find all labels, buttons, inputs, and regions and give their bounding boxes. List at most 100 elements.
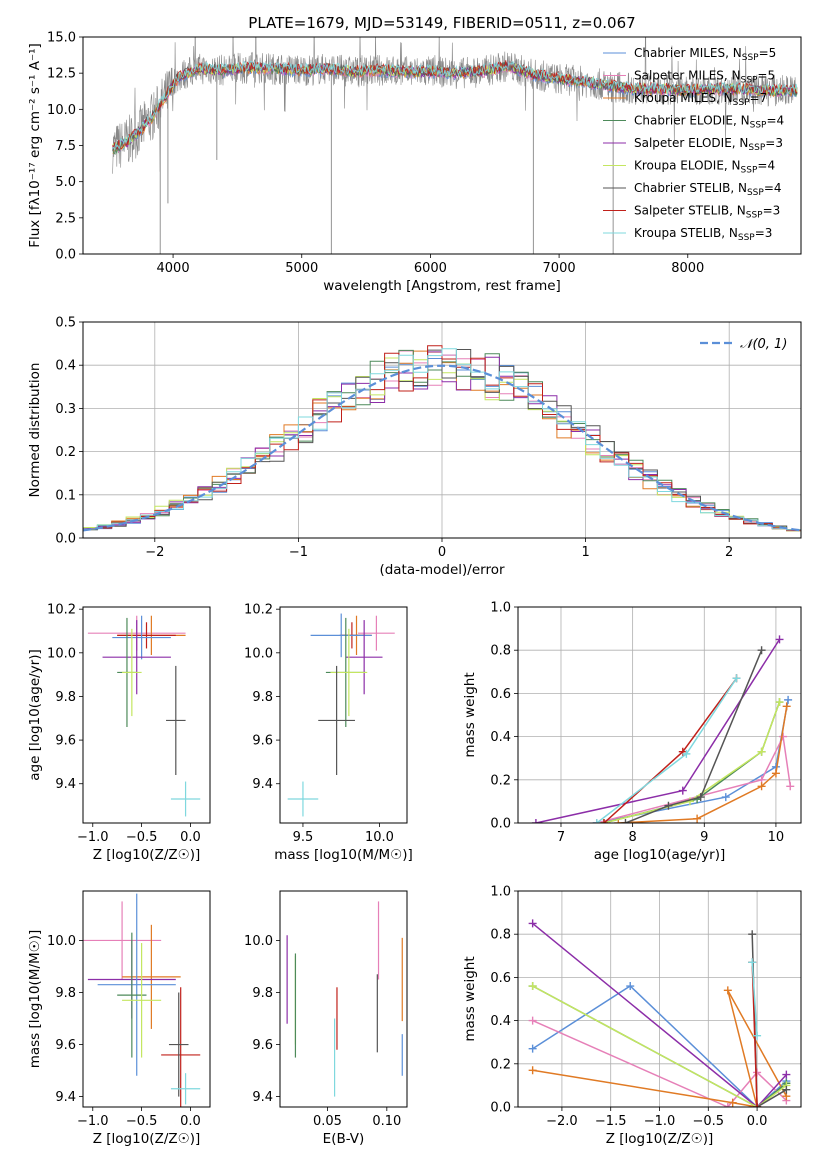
series-marker (528, 919, 537, 928)
y-tick-label: 7.5 (55, 139, 76, 154)
axes-frame (82, 890, 211, 1108)
x-tick-label: −2 (145, 545, 164, 560)
legend-subscript: SSP (741, 76, 758, 86)
x-tick-label: 1 (581, 545, 589, 560)
y-tick-label: 10.0 (244, 934, 273, 949)
x-axis-label: age [log10(age/yr)] (594, 847, 726, 863)
y-tick-label: 0.6 (490, 971, 511, 986)
x-axis-label: (data-model)/error (379, 562, 505, 578)
x-tick-label: 8000 (671, 261, 704, 276)
panel-mass_vs_Z: −1.0 −0.5 0.0 9.4 9.6 9.8 10.0 Z [log10(Z/Z☉)] m… (27, 890, 211, 1147)
y-tick-label: 0.2 (55, 445, 76, 460)
series-marker (753, 1103, 762, 1107)
series-line (596, 677, 738, 823)
legend-subscript: SSP (742, 53, 759, 63)
y-tick-label: 0.0 (55, 248, 76, 263)
x-tick-label: −0.5 (126, 1114, 158, 1129)
x-axis-label: E(B-V) (323, 1131, 365, 1147)
series-marker (784, 695, 793, 704)
plot-area (286, 901, 403, 1097)
x-tick-label: 6000 (414, 261, 447, 276)
errorbar-point (287, 781, 319, 817)
y-tick-label: 0.0 (490, 817, 511, 832)
axes-frame (82, 321, 802, 539)
y-tick-label: 1.0 (490, 885, 511, 900)
y-tick-label: 15.0 (47, 31, 76, 46)
normal-curve (83, 364, 801, 532)
x-tick-label: 2 (725, 545, 733, 560)
series-marker (748, 930, 757, 939)
axes-frame (279, 890, 408, 1108)
series-line (532, 985, 787, 1107)
x-tick-label: −1.0 (644, 1114, 676, 1129)
series-marker (775, 635, 784, 644)
plot-area (83, 345, 801, 534)
y-tick-label: 0.6 (490, 687, 511, 702)
legend-label: Salpeter STELIB, N (634, 204, 746, 218)
x-tick-label: −1.0 (77, 1114, 109, 1129)
y-tick-label: 0.5 (55, 316, 76, 331)
y-tick-label: 9.8 (252, 986, 273, 1001)
series-marker (779, 732, 788, 741)
series-marker (757, 747, 766, 756)
series-marker (753, 1031, 762, 1040)
y-tick-label: 9.8 (252, 690, 273, 705)
legend-subscript: SSP (741, 166, 758, 176)
legend-label: Kroupa STELIB, N (634, 226, 738, 240)
x-tick-label: 0 (438, 545, 446, 560)
series-marker (721, 793, 730, 802)
errorbar-point (166, 665, 186, 775)
series-line (532, 985, 787, 1107)
x-tick-label: −0.5 (126, 830, 158, 845)
y-tick-label: 9.4 (252, 1090, 273, 1105)
y-tick-label: 10.0 (47, 934, 76, 949)
axes-frame (517, 890, 802, 1108)
errorbar-point (83, 901, 162, 980)
y-tick-label: 0.8 (490, 928, 511, 943)
series-marker (782, 1070, 791, 1079)
plot-area (112, 37, 798, 254)
y-tick-label: 9.6 (55, 1038, 76, 1053)
axes-frame (279, 606, 408, 824)
series-marker (757, 782, 766, 791)
panel-age_vs_mass: 9.5 10.0 9.4 9.6 9.8 10.0 10.2 mass [log10(M/M☉… (244, 603, 413, 863)
legend-label: Chabrier ELODIE, N (634, 114, 750, 128)
legend-entry: Chabrier ELODIE, NSSP=4 (634, 114, 784, 131)
x-tick-label: 9.5 (293, 830, 314, 845)
panel-residuals: −2 −1 0 1 2 0.0 0.1 0.2 0.3 0.4 0.5 (data-model)/er… (27, 316, 802, 578)
legend-value: =7 (750, 91, 768, 105)
y-tick-label: 0.2 (490, 1057, 511, 1072)
errorbar-point (345, 620, 383, 695)
legend-label: Salpeter ELODIE, N (634, 136, 748, 150)
y-tick-label: 9.4 (55, 1090, 76, 1105)
y-tick-label: 9.6 (252, 1038, 273, 1053)
legend-subscript: SSP (733, 98, 750, 108)
plot-area (87, 615, 201, 817)
y-tick-label: 10.0 (47, 103, 76, 118)
x-axis-label: wavelength [Angstrom, rest frame] (323, 278, 561, 294)
legend-subscript: SSP (747, 188, 764, 198)
errorbar-point (168, 992, 189, 1097)
y-tick-label: 10.0 (47, 646, 76, 661)
series-marker (682, 749, 691, 758)
series-marker (771, 769, 780, 778)
legend-entry: Chabrier STELIB, NSSP=4 (634, 181, 782, 198)
y-tick-label: 0.4 (490, 730, 511, 745)
legend-value: =4 (757, 159, 775, 173)
series-marker (531, 819, 540, 823)
legend-label: Kroupa MILES, N (634, 91, 733, 105)
series-marker (782, 702, 791, 711)
series-marker (753, 1068, 762, 1077)
errorbar-point (358, 615, 395, 651)
series-marker (757, 646, 766, 655)
errorbar-point (102, 620, 171, 695)
legend-label: Chabrier MILES, N (634, 46, 742, 60)
legend-entry: Kroupa STELIB, NSSP=3 (634, 226, 772, 243)
chart-title: PLATE=1679, MJD=53149, FIBERID=0511, z=0… (248, 14, 635, 32)
y-tick-label: 9.4 (55, 777, 76, 792)
series-marker (592, 819, 601, 823)
series-marker (664, 801, 673, 810)
series-marker (786, 782, 795, 791)
